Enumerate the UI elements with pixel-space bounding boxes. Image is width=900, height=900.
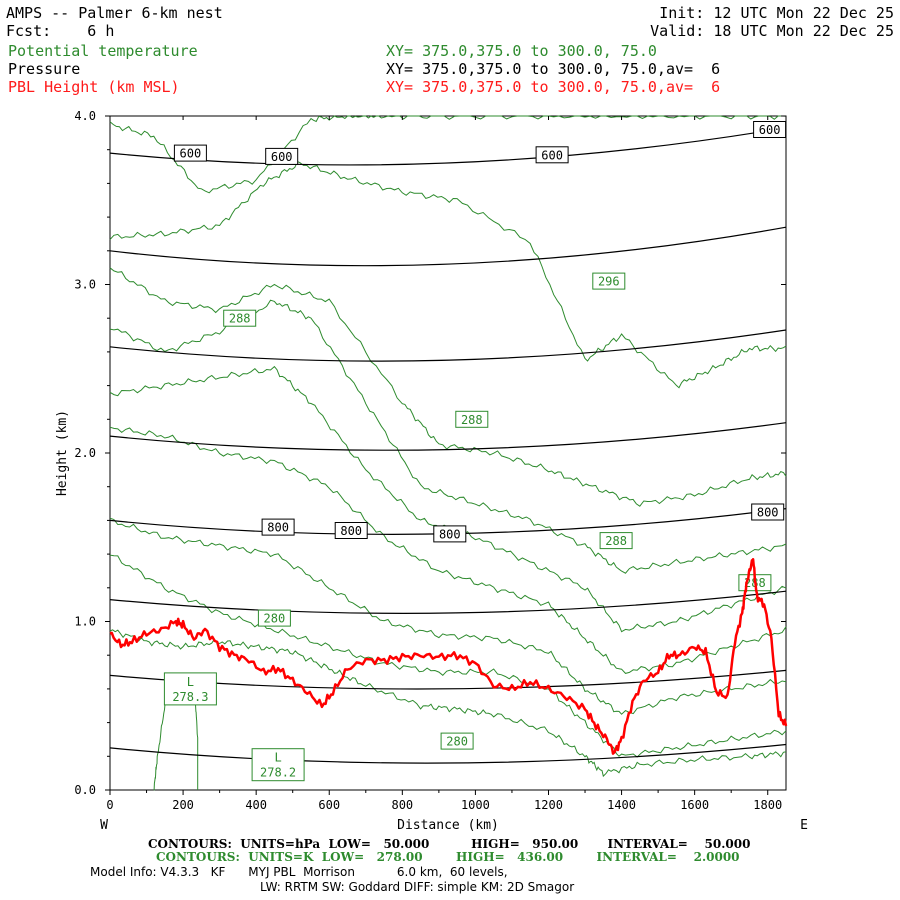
low-marker-value: 278.3 <box>172 690 208 704</box>
xy-theta: XY= 375.0,375.0 to 300.0, 75.0 <box>386 42 657 60</box>
footer-model-info: Model Info: V4.3.3 KF MYJ PBL Morrison 6… <box>90 865 508 879</box>
pressure-isobar <box>109 226 787 267</box>
x-tick-label: 200 <box>172 798 194 812</box>
pressure-label: 800 <box>439 527 461 541</box>
pressure-label-box <box>433 525 467 543</box>
init-time: Init: 12 UTC Mon 22 Dec 25 <box>659 4 894 22</box>
low-marker-letter: L <box>187 675 194 689</box>
pressure-label: 800 <box>757 506 779 520</box>
theta-contour-line <box>109 267 787 507</box>
theta-label: 288 <box>605 534 627 548</box>
pressure-isobar <box>109 127 787 166</box>
y-tick-label: 2.0 <box>74 446 96 460</box>
pressure-label: 600 <box>759 123 781 137</box>
low-marker-value: 278.2 <box>260 766 296 780</box>
pressure-isobar <box>109 590 787 614</box>
theta-label-box <box>592 272 626 290</box>
x-left-end: W <box>100 818 108 833</box>
plot-title: AMPS -- Palmer 6-km nest <box>6 4 223 22</box>
y-axis-label: Height (km) <box>55 410 70 496</box>
pressure-label-box <box>334 522 368 539</box>
theta-label: 280 <box>446 735 468 749</box>
theta-label-box <box>599 532 633 550</box>
theta-contour-line <box>109 517 787 715</box>
pressure-label-box <box>753 121 787 138</box>
pressure-label: 600 <box>271 150 293 164</box>
pressure-label-box <box>535 146 569 164</box>
y-tick-label: 3.0 <box>74 278 96 292</box>
x-tick-label: 1600 <box>680 798 709 812</box>
pressure-isobars <box>109 127 787 764</box>
pressure-isobar <box>109 329 787 362</box>
theta-contour-line <box>109 426 787 674</box>
x-tick-label: 1200 <box>534 798 563 812</box>
pressure-label-box <box>751 503 785 521</box>
pressure-label: 600 <box>180 147 202 161</box>
pressure-label: 800 <box>340 524 362 538</box>
theta-contour-line <box>109 554 787 758</box>
xy-pressure: XY= 375.0,375.0 to 300.0, 75.0,av= 6 <box>386 60 721 78</box>
x-axis-label: Distance (km) <box>397 818 499 833</box>
theta-contour-line <box>109 160 787 389</box>
theta-contour-line <box>109 365 787 633</box>
pressure-label-box <box>173 144 207 162</box>
low-marker-box <box>251 748 305 782</box>
x-tick-label: 600 <box>318 798 340 812</box>
theta-label-box <box>440 732 474 750</box>
low-marker-box <box>163 672 217 706</box>
footer-pressure-contours: CONTOURS: UNITS=hPa LOW= 50.000 HIGH= 95… <box>148 837 751 851</box>
xy-pbl: XY= 375.0,375.0 to 300.0, 75.0,av= 6 <box>386 78 721 96</box>
pressure-isobar <box>109 743 787 764</box>
y-tick-label: 0.0 <box>74 783 96 797</box>
valid-time: Valid: 18 UTC Mon 22 Dec 25 <box>650 22 894 40</box>
x-tick-label: 1400 <box>607 798 636 812</box>
axes: 0 200 400 600 800 1000 1200 1400 1600 1800 0.0 1.0 2… <box>74 109 786 812</box>
theta-label: 288 <box>229 312 251 326</box>
theta-label-box <box>455 410 489 428</box>
x-tick-label: 0 <box>106 798 113 812</box>
theta-label-box <box>223 309 257 327</box>
pressure-isobar <box>109 422 787 451</box>
theta-contour-line <box>109 115 787 194</box>
x-tick-label: 1000 <box>461 798 490 812</box>
x-tick-label: 400 <box>245 798 267 812</box>
pressure-label: 600 <box>541 148 563 162</box>
footer-theta-contours: CONTOURS: UNITS=K LOW= 278.00 HIGH= 436.… <box>156 850 740 864</box>
low-marker-letter: L <box>274 751 281 765</box>
theta-label: 296 <box>598 275 620 289</box>
theta-label: 280 <box>264 612 286 626</box>
theta-label-box <box>257 609 291 627</box>
legend-theta: Potential temperature <box>8 42 198 60</box>
pbl-height-line <box>109 557 788 755</box>
pressure-label: 800 <box>267 521 289 535</box>
legend-pressure: Pressure <box>8 60 81 78</box>
y-tick-label: 1.0 <box>74 615 96 629</box>
y-tick-label: 4.0 <box>74 109 96 123</box>
x-right-end: E <box>800 818 808 833</box>
pressure-label-box <box>265 147 299 165</box>
footer-physics: LW: RRTM SW: Goddard DIFF: simple KM: 2D… <box>260 880 575 894</box>
forecast-hour: Fcst: 6 h <box>6 22 115 40</box>
theta-label: 288 <box>461 413 483 427</box>
pbl-layer <box>109 557 788 755</box>
pressure-label-box <box>261 518 295 536</box>
x-tick-label: 800 <box>391 798 413 812</box>
x-tick-label: 1800 <box>753 798 782 812</box>
legend-pbl: PBL Height (km MSL) <box>8 78 180 96</box>
